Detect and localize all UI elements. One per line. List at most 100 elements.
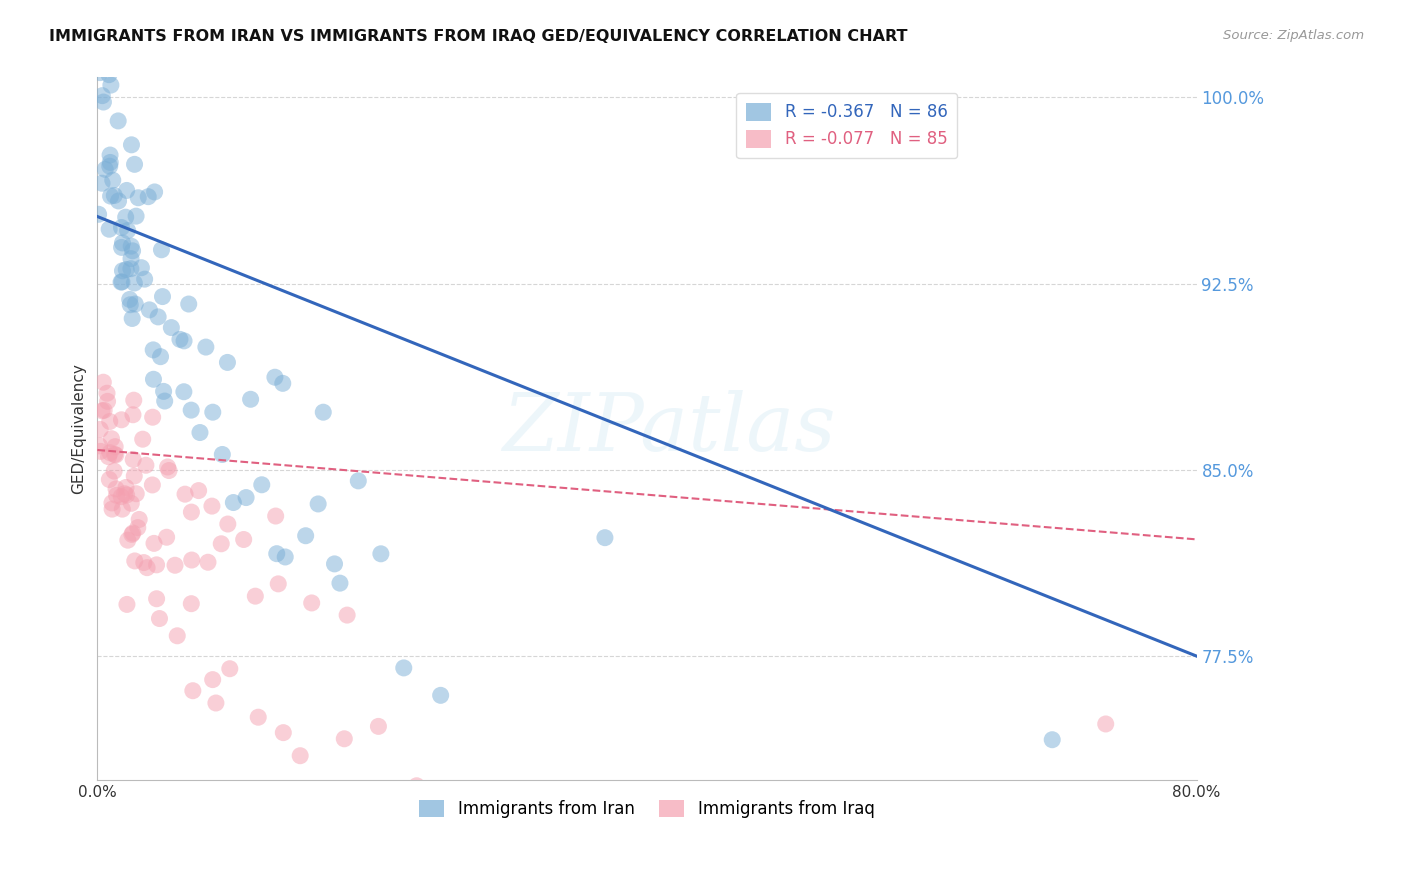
Point [93, 403, 115, 417]
Point [138, 302, 160, 317]
Point [150, 243, 173, 257]
Point [267, 577, 290, 591]
Point [98, 446, 121, 460]
Point [145, 591, 167, 606]
Point [405, 779, 427, 793]
Point [105, 482, 128, 496]
Point [94, 162, 117, 177]
Point [107, 194, 129, 208]
Point [100, 189, 122, 203]
Point [120, 252, 142, 266]
Point [98, 473, 121, 487]
Point [201, 673, 224, 687]
Point [104, 440, 127, 454]
Point [104, 448, 127, 462]
Point [593, 531, 616, 545]
Text: Source: ZipAtlas.com: Source: ZipAtlas.com [1223, 29, 1364, 42]
Point [120, 298, 142, 312]
Point [333, 731, 356, 746]
Point [323, 557, 346, 571]
Point [136, 560, 159, 574]
Point [121, 137, 143, 152]
Point [96, 386, 118, 401]
Point [1040, 732, 1063, 747]
Point [187, 483, 209, 498]
Point [107, 114, 129, 128]
Point [1094, 717, 1116, 731]
Point [143, 536, 166, 550]
Point [160, 320, 183, 334]
Point [217, 516, 239, 531]
Point [264, 370, 287, 384]
Point [177, 297, 200, 311]
Point [110, 490, 132, 504]
Point [188, 425, 211, 440]
Point [124, 157, 146, 171]
Point [131, 432, 153, 446]
Point [218, 662, 240, 676]
Point [117, 223, 139, 237]
Point [336, 608, 359, 623]
Point [115, 480, 138, 494]
Y-axis label: GED/Equivalency: GED/Equivalency [72, 363, 86, 494]
Point [121, 527, 143, 541]
Point [96, 394, 118, 409]
Point [110, 275, 132, 289]
Point [121, 526, 143, 541]
Point [142, 343, 165, 357]
Point [180, 597, 202, 611]
Point [114, 486, 136, 500]
Point [127, 191, 149, 205]
Point [111, 264, 134, 278]
Point [91, 404, 114, 418]
Point [156, 460, 179, 475]
Point [301, 596, 323, 610]
Point [98, 148, 121, 162]
Point [245, 589, 267, 603]
Point [347, 474, 370, 488]
Point [103, 188, 125, 202]
Point [149, 350, 172, 364]
Point [205, 696, 228, 710]
Point [329, 576, 352, 591]
Point [156, 530, 179, 544]
Point [142, 372, 165, 386]
Point [136, 189, 159, 203]
Point [122, 469, 145, 483]
Point [173, 384, 195, 399]
Point [120, 496, 142, 510]
Point [121, 311, 143, 326]
Point [132, 556, 155, 570]
Point [89, 65, 111, 79]
Point [266, 547, 288, 561]
Text: ZIPatlas: ZIPatlas [502, 390, 835, 467]
Point [173, 334, 195, 348]
Point [103, 448, 125, 462]
Point [125, 209, 148, 223]
Point [97, 450, 120, 464]
Point [111, 235, 134, 250]
Point [367, 719, 389, 733]
Point [370, 547, 392, 561]
Point [128, 512, 150, 526]
Text: IMMIGRANTS FROM IRAN VS IMMIGRANTS FROM IRAQ GED/EQUIVALENCY CORRELATION CHART: IMMIGRANTS FROM IRAN VS IMMIGRANTS FROM … [49, 29, 908, 44]
Point [201, 499, 224, 513]
Point [239, 392, 262, 407]
Point [90, 444, 112, 458]
Point [181, 683, 204, 698]
Point [153, 394, 176, 409]
Point [111, 502, 134, 516]
Point [152, 384, 174, 399]
Point [91, 375, 114, 389]
Point [89, 439, 111, 453]
Point [209, 537, 232, 551]
Point [145, 558, 167, 572]
Point [100, 78, 122, 92]
Point [141, 478, 163, 492]
Point [110, 240, 132, 254]
Point [166, 629, 188, 643]
Point [122, 408, 145, 422]
Legend: Immigrants from Iran, Immigrants from Iraq: Immigrants from Iran, Immigrants from Ir… [412, 793, 882, 825]
Point [124, 554, 146, 568]
Point [294, 529, 316, 543]
